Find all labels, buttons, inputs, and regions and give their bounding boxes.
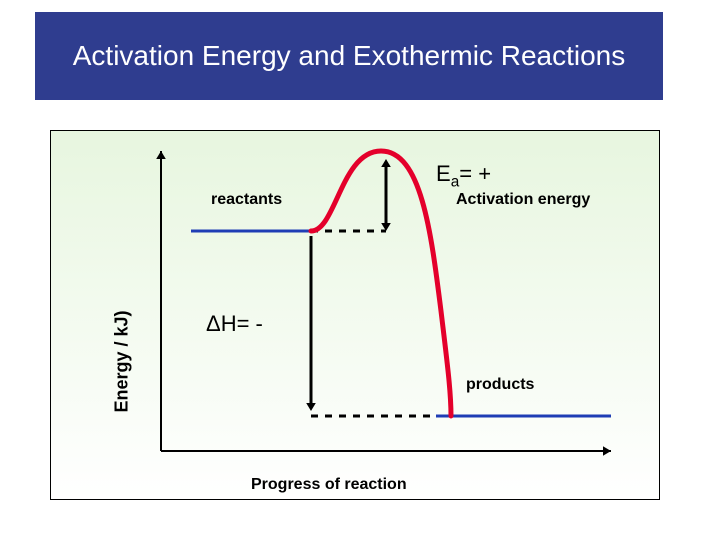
activation-energy-label: Activation energy [456,191,590,209]
ea-sign: = + [459,161,491,186]
energy-diagram [51,131,661,501]
products-label: products [466,376,534,394]
slide-title: Activation Energy and Exothermic Reactio… [73,41,626,72]
reactants-label: reactants [211,191,282,209]
y-axis-label: Energy / kJ) [112,310,133,412]
delta-h-label: ΔH= - [206,311,263,337]
ea-label: Ea= + [436,161,491,191]
slide: Activation Energy and Exothermic Reactio… [0,0,720,540]
diagram-box: Energy / kJ) Progress of reaction reacta… [50,130,660,500]
ea-subscript: a [451,173,460,190]
ea-symbol: E [436,161,451,186]
title-bar: Activation Energy and Exothermic Reactio… [35,12,663,100]
x-axis-label: Progress of reaction [251,476,407,494]
